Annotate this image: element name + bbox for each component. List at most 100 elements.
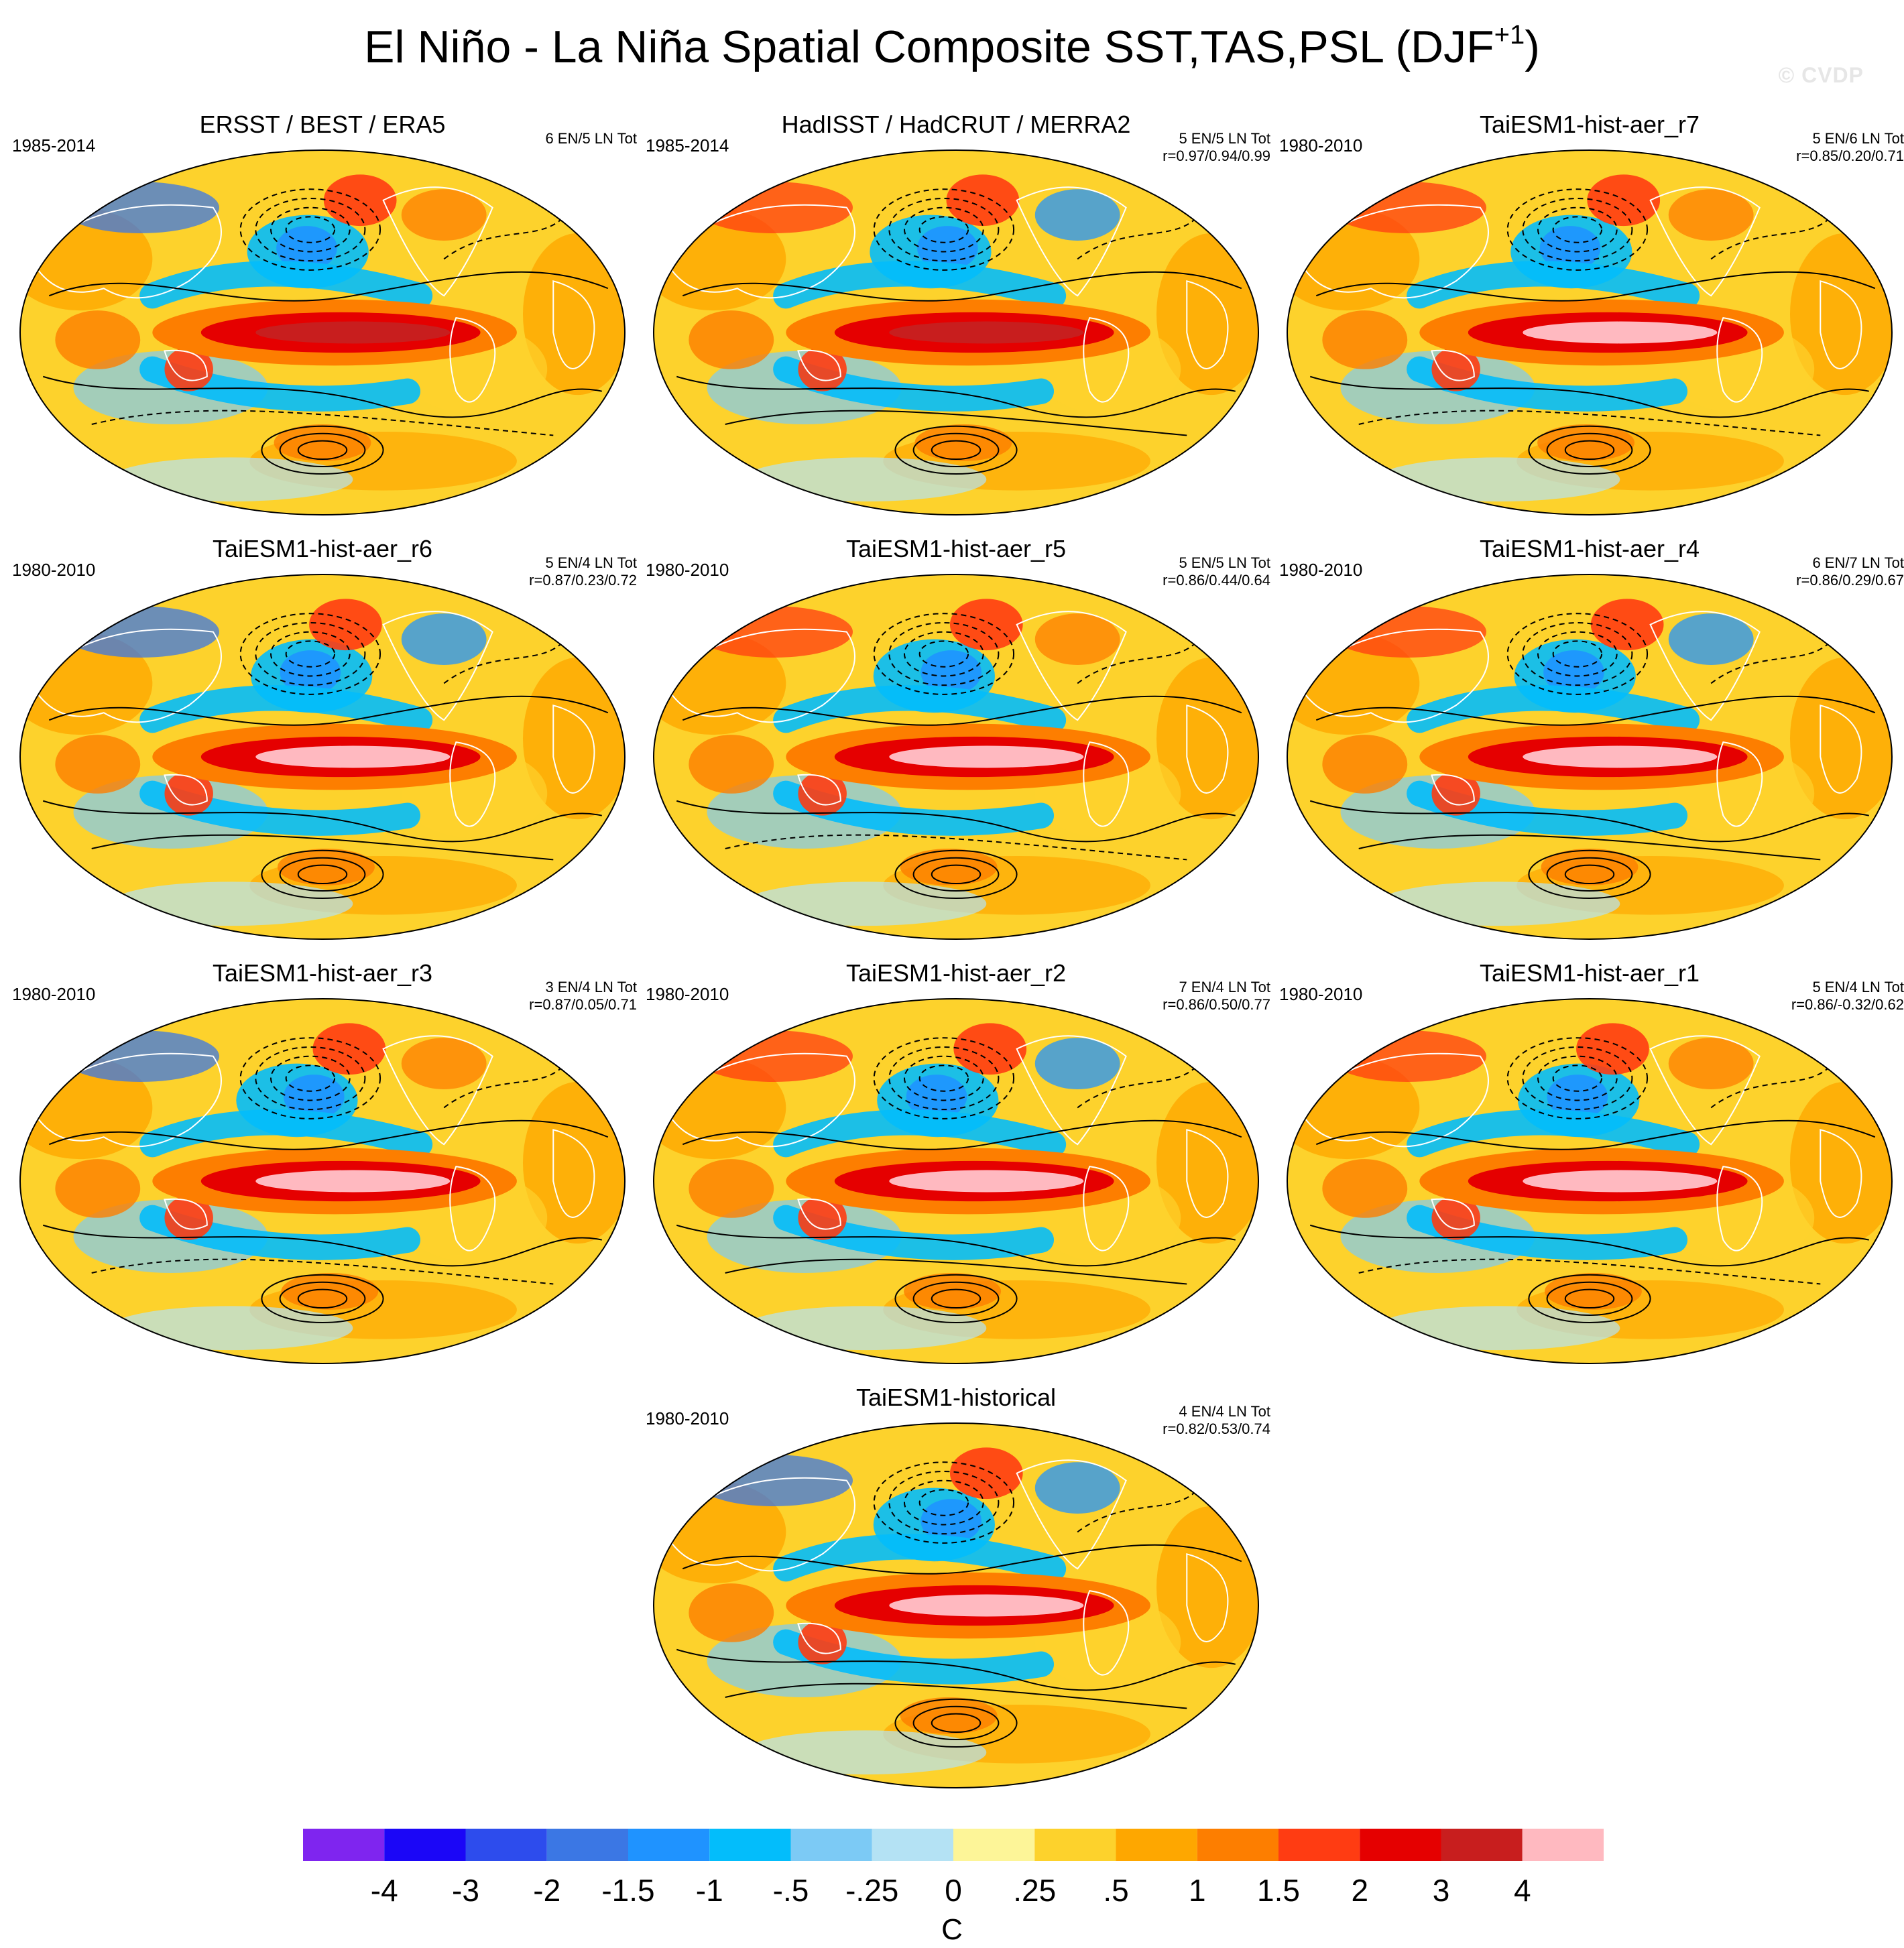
- panel-years: 1985-2014: [12, 135, 96, 156]
- colorbar-swatch: [1116, 1829, 1197, 1861]
- map-panel: TaiESM1-hist-aer_r1 1980-2010 5 EN/4 LN To…: [1272, 959, 1904, 1371]
- enso-composite-map: [19, 149, 626, 515]
- map-panel: TaiESM1-hist-aer_r6 1980-2010 5 EN/4 LN To…: [5, 534, 640, 947]
- panel-title: TaiESM1-hist-aer_r6: [212, 535, 433, 562]
- panel-stats: 6 EN/5 LN Tot: [545, 130, 637, 147]
- event-counts: 3 EN/4 LN Tot: [545, 979, 637, 995]
- panel-years: 1980-2010: [12, 984, 96, 1004]
- enso-composite-map: [653, 1422, 1259, 1788]
- colorbar-tick-label: -4: [371, 1873, 398, 1908]
- colorbar-swatch: [465, 1829, 547, 1861]
- event-counts: 5 EN/4 LN Tot: [1812, 979, 1904, 995]
- event-counts: 5 EN/5 LN Tot: [1179, 554, 1270, 571]
- enso-composite-map: [1287, 149, 1893, 515]
- colorbar-tick-label: .25: [1013, 1873, 1056, 1908]
- panel-title: ERSST / BEST / ERA5: [199, 111, 446, 138]
- panel-title: TaiESM1-hist-aer_r7: [1479, 111, 1700, 138]
- panel-years: 1980-2010: [1279, 984, 1363, 1004]
- panel-years: 1980-2010: [646, 984, 729, 1004]
- map-panel: TaiESM1-historical 1980-2010 4 EN/4 LN Tot…: [639, 1383, 1273, 1795]
- pattern-correlation: r=0.86/0.44/0.64: [1163, 572, 1270, 589]
- panel-years: 1980-2010: [1279, 135, 1363, 156]
- panel-years: 1980-2010: [646, 1408, 729, 1428]
- colorbar-swatch: [1522, 1829, 1604, 1861]
- panel-years: 1980-2010: [646, 560, 729, 580]
- panel-title: TaiESM1-hist-aer_r4: [1479, 535, 1700, 562]
- enso-composite-map: [653, 574, 1259, 940]
- colorbar-tick-label: -3: [452, 1873, 479, 1908]
- colorbar-tick-label: -.25: [845, 1873, 898, 1908]
- colorbar-unit-label: C: [941, 1913, 963, 1946]
- pattern-correlation: r=0.85/0.20/0.71: [1796, 147, 1904, 164]
- map-panel: TaiESM1-hist-aer_r2 1980-2010 7 EN/4 LN To…: [639, 959, 1273, 1371]
- panel-stats: 4 EN/4 LN Tot r=0.82/0.53/0.74: [1163, 1403, 1270, 1438]
- panel-title: TaiESM1-hist-aer_r2: [845, 959, 1067, 987]
- colorbar-swatch: [1360, 1829, 1441, 1861]
- colorbar-swatch: [1441, 1829, 1523, 1861]
- colorbar-tick-label: .5: [1103, 1873, 1128, 1908]
- panel-title: HadISST / HadCRUT / MERRA2: [781, 111, 1131, 138]
- colorbar-swatch: [546, 1829, 628, 1861]
- event-counts: 6 EN/5 LN Tot: [545, 130, 637, 147]
- enso-composite-map: [1287, 998, 1893, 1364]
- panel-title: TaiESM1-hist-aer_r5: [845, 535, 1067, 562]
- pattern-correlation: r=0.86/0.50/0.77: [1163, 996, 1270, 1013]
- pattern-correlation: r=0.87/0.23/0.72: [529, 572, 637, 589]
- colorbar-tick-label: -1: [696, 1873, 723, 1908]
- panel-stats: 5 EN/6 LN Tot r=0.85/0.20/0.71: [1796, 130, 1904, 165]
- map-panel: HadISST / HadCRUT / MERRA2 1985-2014 5 EN/…: [639, 110, 1273, 522]
- colorbar-tick-label: 3: [1433, 1873, 1450, 1908]
- map-panel: TaiESM1-hist-aer_r7 1980-2010 5 EN/6 LN To…: [1272, 110, 1904, 522]
- event-counts: 4 EN/4 LN Tot: [1179, 1403, 1270, 1420]
- enso-composite-map: [653, 998, 1259, 1364]
- map-panel: ERSST / BEST / ERA5 1985-2014 6 EN/5 LN To…: [5, 110, 640, 522]
- enso-composite-map: [653, 149, 1259, 515]
- panel-stats: 6 EN/7 LN Tot r=0.86/0.29/0.67: [1796, 554, 1904, 589]
- colorbar-tick-label: 1: [1189, 1873, 1206, 1908]
- event-counts: 6 EN/7 LN Tot: [1812, 554, 1904, 571]
- colorbar-swatch: [1034, 1829, 1116, 1861]
- event-counts: 7 EN/4 LN Tot: [1179, 979, 1270, 995]
- map-panel: TaiESM1-hist-aer_r5 1980-2010 5 EN/5 LN To…: [639, 534, 1273, 947]
- colorbar-tick-label: 1.5: [1257, 1873, 1300, 1908]
- pattern-correlation: r=0.86/0.29/0.67: [1796, 572, 1904, 589]
- event-counts: 5 EN/5 LN Tot: [1179, 130, 1270, 147]
- colorbar-swatch: [790, 1829, 872, 1861]
- colorbar-tick-label: -.5: [773, 1873, 809, 1908]
- figure-title: El Niño - La Niña Spatial Composite SST,…: [364, 20, 1540, 72]
- colorbar: -4 -3 -2 -1.5 -1 -.5 -.25 0 .25 .5 1 1.5 2 3 4: [303, 1829, 1604, 1908]
- panel-years: 1985-2014: [646, 135, 729, 156]
- colorbar-tick-label: 4: [1514, 1873, 1531, 1908]
- pattern-correlation: r=0.86/-0.32/0.62: [1791, 996, 1904, 1013]
- colorbar-swatch: [1278, 1829, 1360, 1861]
- event-counts: 5 EN/4 LN Tot: [545, 554, 637, 571]
- enso-composite-map: [19, 574, 626, 940]
- colorbar-swatch: [953, 1829, 1035, 1861]
- colorbar-swatch: [303, 1829, 385, 1861]
- colorbar-tick-label: -2: [533, 1873, 560, 1908]
- pattern-correlation: r=0.82/0.53/0.74: [1163, 1420, 1270, 1437]
- event-counts: 5 EN/6 LN Tot: [1812, 130, 1904, 147]
- pattern-correlation: r=0.97/0.94/0.99: [1163, 147, 1270, 164]
- colorbar-swatch: [1197, 1829, 1278, 1861]
- panel-stats: 5 EN/4 LN Tot r=0.86/-0.32/0.62: [1791, 979, 1904, 1014]
- colorbar-tick-label: 0: [945, 1873, 962, 1908]
- enso-composite-map: [19, 998, 626, 1364]
- panel-years: 1980-2010: [12, 560, 96, 580]
- panel-title: TaiESM1-hist-aer_r1: [1479, 959, 1700, 987]
- map-panel: TaiESM1-hist-aer_r4 1980-2010 6 EN/7 LN To…: [1272, 534, 1904, 947]
- panel-stats: 3 EN/4 LN Tot r=0.87/0.05/0.71: [529, 979, 637, 1014]
- pattern-correlation: r=0.87/0.05/0.71: [529, 996, 637, 1013]
- panel-title: TaiESM1-hist-aer_r3: [212, 959, 433, 987]
- panel-stats: 7 EN/4 LN Tot r=0.86/0.50/0.77: [1163, 979, 1270, 1014]
- colorbar-swatch: [384, 1829, 466, 1861]
- colorbar-swatch: [709, 1829, 791, 1861]
- enso-composite-map: [1287, 574, 1893, 940]
- map-panel: TaiESM1-hist-aer_r3 1980-2010 3 EN/4 LN To…: [5, 959, 640, 1371]
- colorbar-swatch: [872, 1829, 953, 1861]
- cvdp-watermark: © CVDP: [1778, 63, 1864, 87]
- panel-title: TaiESM1-historical: [855, 1384, 1057, 1411]
- panel-years: 1980-2010: [1279, 560, 1363, 580]
- colorbar-swatch: [628, 1829, 710, 1861]
- colorbar-tick-label: 2: [1351, 1873, 1368, 1908]
